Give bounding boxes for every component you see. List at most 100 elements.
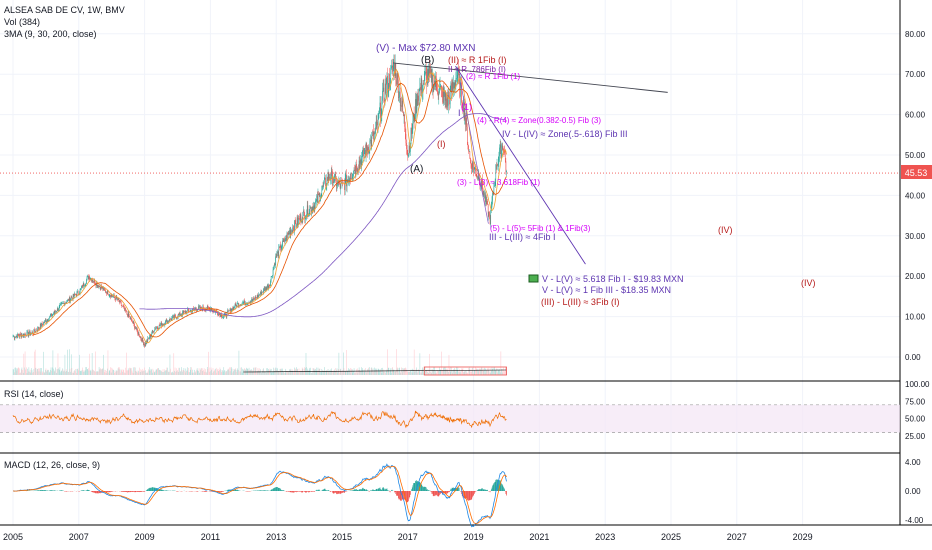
macd-histogram-bar bbox=[486, 489, 488, 491]
volume-bar bbox=[333, 370, 335, 375]
macd-histogram-bar bbox=[372, 489, 373, 491]
time-tick-label: 2029 bbox=[793, 532, 813, 542]
price-axis[interactable]: 80.0070.0060.0050.0040.0030.0020.0010.00… bbox=[905, 30, 926, 362]
macd-histogram-bar bbox=[451, 487, 453, 491]
candle-body bbox=[353, 169, 355, 174]
candle-body bbox=[266, 287, 268, 290]
candle-body bbox=[155, 328, 156, 330]
volume-bar bbox=[443, 368, 445, 375]
candle-body bbox=[179, 312, 180, 315]
volume-bar bbox=[117, 370, 118, 375]
candle-body bbox=[255, 297, 256, 300]
macd-histogram-bar bbox=[440, 491, 442, 494]
volume-bar bbox=[380, 369, 381, 375]
macd-histogram-bar bbox=[458, 487, 459, 491]
volume-bar bbox=[25, 369, 27, 375]
candle-body bbox=[394, 63, 395, 76]
macd-histogram-bar bbox=[471, 491, 473, 500]
volume-bar bbox=[167, 370, 169, 375]
macd-histogram-bar bbox=[469, 491, 471, 501]
volume-bar bbox=[361, 368, 363, 375]
candle-body bbox=[477, 176, 478, 178]
candle-body bbox=[456, 78, 457, 79]
candle-body bbox=[436, 83, 438, 91]
volume-bar bbox=[349, 369, 350, 375]
candle-body bbox=[400, 105, 402, 107]
volume-bar bbox=[481, 367, 483, 375]
volume-bar bbox=[460, 372, 462, 375]
candle-body bbox=[212, 310, 214, 312]
macd-histogram-bar bbox=[491, 489, 492, 491]
volume-bar bbox=[97, 370, 99, 375]
volume-bar bbox=[244, 368, 245, 375]
volume-bar bbox=[225, 372, 226, 375]
macd-histogram-bar bbox=[100, 491, 101, 494]
volume-bar bbox=[210, 367, 212, 375]
volume-bar bbox=[400, 372, 402, 375]
volume-legend[interactable]: Vol (384) bbox=[4, 17, 40, 27]
candle-body bbox=[227, 310, 229, 312]
volume-bar bbox=[183, 368, 185, 375]
macd-histogram-bar bbox=[487, 489, 488, 491]
volume-bar bbox=[143, 370, 144, 375]
volume-bar bbox=[128, 370, 130, 375]
macd-histogram-bar bbox=[163, 490, 164, 491]
volume-bar bbox=[496, 368, 497, 375]
volume-bar bbox=[158, 368, 159, 375]
ma-legend[interactable]: 3MA (9, 30, 200, close) bbox=[4, 29, 97, 39]
candle-body bbox=[319, 193, 321, 201]
candle-body bbox=[227, 310, 228, 312]
macd-histogram-bar bbox=[219, 491, 221, 493]
candle-body bbox=[367, 148, 368, 153]
macd-histogram-bar bbox=[140, 491, 142, 492]
candle-body bbox=[158, 324, 160, 329]
candle-body bbox=[87, 275, 89, 277]
candle-body bbox=[506, 171, 507, 173]
candle-body bbox=[198, 306, 200, 308]
candle-body bbox=[46, 319, 48, 322]
candle-body bbox=[504, 153, 506, 162]
volume-bar bbox=[355, 372, 357, 375]
macd-legend[interactable]: MACD (12, 26, close, 9) bbox=[4, 460, 100, 470]
macd-histogram-bar bbox=[337, 491, 338, 494]
volume-bar bbox=[212, 368, 214, 375]
macd-histogram-bar bbox=[343, 491, 345, 493]
candle-body bbox=[464, 115, 466, 120]
volume-bar bbox=[299, 371, 301, 375]
volume-bar bbox=[85, 367, 87, 375]
macd-histogram-bar bbox=[504, 489, 506, 491]
macd-histogram-bar bbox=[108, 491, 110, 493]
volume-bar bbox=[463, 372, 464, 375]
candle-body bbox=[439, 86, 441, 87]
candle-body bbox=[483, 194, 485, 196]
candle-body bbox=[295, 223, 297, 227]
volume-bar bbox=[58, 369, 60, 375]
macd-histogram-bar bbox=[277, 487, 278, 491]
volume-bar bbox=[272, 371, 273, 375]
candle-body bbox=[327, 172, 329, 182]
volume-bar bbox=[388, 367, 390, 375]
volume-bar bbox=[289, 369, 290, 375]
volume-bar bbox=[72, 372, 73, 375]
macd-histogram-bar bbox=[205, 491, 206, 492]
time-axis[interactable]: 2005 2007 2009 2011 2013 2015 2017 2019 2021 2023… bbox=[3, 532, 813, 542]
volume-bar bbox=[28, 367, 30, 375]
candle-body bbox=[135, 328, 137, 329]
candle-body bbox=[425, 71, 426, 74]
volume-bar bbox=[215, 372, 217, 375]
candle-body bbox=[167, 320, 169, 322]
macd-histogram-bar bbox=[294, 491, 295, 492]
candle-body bbox=[364, 150, 366, 154]
candle-body bbox=[134, 328, 136, 329]
candle-body bbox=[353, 173, 354, 177]
volume-bar bbox=[314, 369, 316, 375]
candle-body bbox=[60, 303, 62, 305]
candle-body bbox=[306, 214, 307, 217]
macd-histogram-bar bbox=[425, 486, 426, 491]
volume-bar bbox=[411, 368, 413, 375]
volume-bar bbox=[137, 372, 138, 375]
volume-bar bbox=[318, 368, 320, 375]
candle-body bbox=[361, 155, 362, 166]
rsi-legend[interactable]: RSI (14, close) bbox=[4, 389, 64, 399]
